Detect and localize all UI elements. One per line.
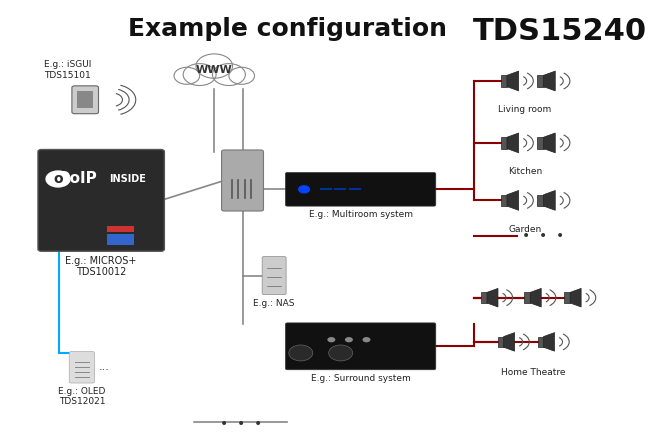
FancyBboxPatch shape [285,323,436,370]
Bar [498,336,504,347]
Bar [107,226,134,232]
Polygon shape [544,190,555,210]
Bar [538,336,544,347]
Circle shape [212,64,245,85]
Polygon shape [544,133,555,153]
Bar [537,195,544,206]
Text: •  •  •: • • • [522,229,564,243]
Circle shape [329,345,353,361]
Circle shape [229,67,255,84]
Text: E.g.: Surround system: E.g.: Surround system [311,374,410,383]
Text: INSIDE: INSIDE [109,174,146,184]
FancyBboxPatch shape [69,352,94,383]
Circle shape [363,337,371,342]
Bar [537,137,544,149]
Text: E.g.: NAS: E.g.: NAS [253,299,295,307]
Circle shape [174,67,200,84]
FancyBboxPatch shape [72,86,98,114]
FancyBboxPatch shape [222,150,263,211]
FancyBboxPatch shape [38,150,164,251]
Text: DoIP: DoIP [57,171,97,186]
Circle shape [196,54,232,78]
Bar [537,75,544,87]
Bar [481,292,487,303]
Text: E.g.: iSGUI
TDS15101: E.g.: iSGUI TDS15101 [44,60,92,80]
Text: Kitchen: Kitchen [508,167,542,176]
Text: E.g.: OLED
TDS12021: E.g.: OLED TDS12021 [58,387,106,406]
Bar [107,234,134,245]
Polygon shape [544,71,555,91]
Bar [524,292,530,303]
Bar [77,91,94,109]
FancyBboxPatch shape [285,173,436,206]
Polygon shape [544,332,554,351]
Circle shape [183,64,216,85]
Bar [500,195,507,206]
Polygon shape [504,332,514,351]
Bar [500,137,507,149]
Polygon shape [570,288,581,307]
Text: E.g.: Multiroom system: E.g.: Multiroom system [309,210,413,219]
Text: •  •  •: • • • [220,417,262,431]
Bar [564,292,570,303]
Text: Home Theatre: Home Theatre [501,368,566,377]
Polygon shape [507,190,518,210]
Text: E.g.: MICROS+
TDS10012: E.g.: MICROS+ TDS10012 [65,256,137,277]
Circle shape [46,171,70,187]
Circle shape [289,345,313,361]
Text: o: o [53,172,63,186]
Polygon shape [507,133,518,153]
Text: Example configuration: Example configuration [128,17,447,41]
Text: TDS15240: TDS15240 [472,17,647,46]
Text: Living room: Living room [498,105,552,114]
Text: WWW: WWW [196,65,232,75]
Bar [500,75,507,87]
Polygon shape [530,288,541,307]
Polygon shape [487,288,498,307]
Circle shape [345,337,353,342]
Circle shape [327,337,335,342]
Bar [174,76,255,87]
Polygon shape [507,71,518,91]
Text: ...: ... [99,362,110,372]
Circle shape [299,186,309,193]
FancyBboxPatch shape [262,257,286,295]
Text: Garden: Garden [508,225,542,234]
